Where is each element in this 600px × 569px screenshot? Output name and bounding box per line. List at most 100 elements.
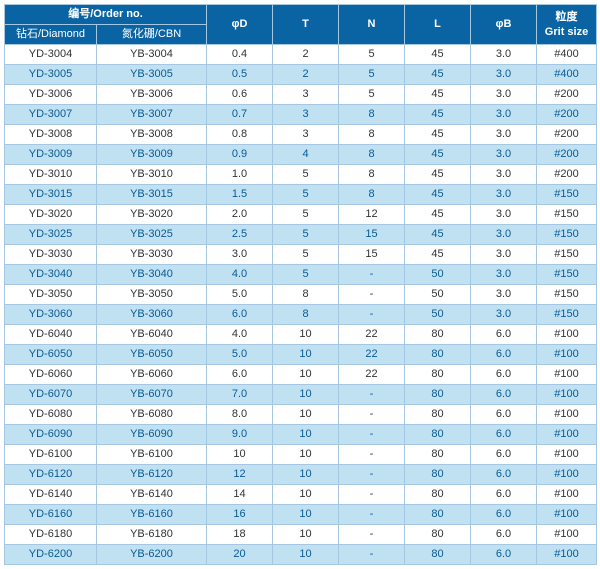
cell-l: 45 [405,145,471,165]
cell-n: - [339,445,405,465]
header-diamond: 钻石/Diamond [5,25,97,45]
cell-t: 10 [273,345,339,365]
table-row: YD-6050YB-60505.01022806.0#100 [5,345,597,365]
cell-cbn: YB-6200 [97,545,207,565]
cell-cbn: YB-3025 [97,225,207,245]
table-row: YD-3060YB-30606.08-503.0#150 [5,305,597,325]
cell-t: 10 [273,385,339,405]
cell-phi-b: 6.0 [471,425,537,445]
cell-phi-b: 3.0 [471,245,537,265]
cell-t: 8 [273,285,339,305]
cell-cbn: YB-6140 [97,485,207,505]
cell-phi-d: 0.4 [207,45,273,65]
header-l: L [405,5,471,45]
cell-grit: #150 [537,265,597,285]
cell-l: 80 [405,325,471,345]
cell-n: - [339,385,405,405]
cell-grit: #100 [537,365,597,385]
table-row: YD-6100YB-61001010-806.0#100 [5,445,597,465]
cell-phi-b: 3.0 [471,45,537,65]
cell-l: 45 [405,105,471,125]
cell-l: 80 [405,445,471,465]
cell-n: 22 [339,345,405,365]
cell-n: - [339,465,405,485]
cell-n: 8 [339,185,405,205]
table-row: YD-6070YB-60707.010-806.0#100 [5,385,597,405]
cell-n: 8 [339,105,405,125]
cell-diamond: YD-6040 [5,325,97,345]
cell-n: 5 [339,45,405,65]
cell-l: 80 [405,525,471,545]
cell-grit: #100 [537,325,597,345]
table-row: YD-3009YB-30090.948453.0#200 [5,145,597,165]
cell-cbn: YB-6090 [97,425,207,445]
cell-n: 5 [339,65,405,85]
cell-grit: #100 [537,405,597,425]
cell-diamond: YD-3005 [5,65,97,85]
cell-l: 50 [405,305,471,325]
cell-phi-d: 8.0 [207,405,273,425]
cell-diamond: YD-3030 [5,245,97,265]
cell-grit: #200 [537,105,597,125]
cell-phi-b: 6.0 [471,525,537,545]
cell-diamond: YD-3009 [5,145,97,165]
cell-n: - [339,425,405,445]
cell-t: 3 [273,125,339,145]
cell-phi-d: 6.0 [207,365,273,385]
cell-t: 2 [273,45,339,65]
cell-t: 3 [273,85,339,105]
table-row: YD-3006YB-30060.635453.0#200 [5,85,597,105]
cell-diamond: YD-3060 [5,305,97,325]
cell-phi-b: 3.0 [471,85,537,105]
cell-cbn: YB-3010 [97,165,207,185]
cell-phi-b: 6.0 [471,385,537,405]
cell-cbn: YB-6040 [97,325,207,345]
cell-grit: #150 [537,285,597,305]
cell-t: 3 [273,105,339,125]
table-row: YD-3005YB-30050.525453.0#400 [5,65,597,85]
cell-cbn: YB-3050 [97,285,207,305]
header-cbn: 氮化硼/CBN [97,25,207,45]
cell-n: 22 [339,325,405,345]
cell-l: 45 [405,165,471,185]
cell-l: 45 [405,65,471,85]
cell-phi-d: 10 [207,445,273,465]
cell-phi-b: 6.0 [471,365,537,385]
cell-t: 8 [273,305,339,325]
table-row: YD-3015YB-30151.558453.0#150 [5,185,597,205]
cell-diamond: YD-3025 [5,225,97,245]
cell-cbn: YB-3040 [97,265,207,285]
cell-t: 10 [273,425,339,445]
cell-phi-b: 3.0 [471,145,537,165]
cell-phi-d: 0.5 [207,65,273,85]
cell-phi-d: 9.0 [207,425,273,445]
cell-l: 80 [405,485,471,505]
cell-diamond: YD-6140 [5,485,97,505]
cell-grit: #100 [537,465,597,485]
cell-t: 10 [273,545,339,565]
cell-diamond: YD-3015 [5,185,97,205]
table-row: YD-3004YB-30040.425453.0#400 [5,45,597,65]
cell-n: - [339,545,405,565]
cell-phi-b: 6.0 [471,325,537,345]
cell-diamond: YD-3007 [5,105,97,125]
cell-diamond: YD-6060 [5,365,97,385]
cell-cbn: YB-3008 [97,125,207,145]
header-grit-cn: 粒度 [537,10,596,25]
cell-phi-d: 12 [207,465,273,485]
cell-phi-d: 0.9 [207,145,273,165]
cell-grit: #150 [537,225,597,245]
cell-phi-b: 6.0 [471,445,537,465]
table-row: YD-3010YB-30101.058453.0#200 [5,165,597,185]
cell-cbn: YB-6120 [97,465,207,485]
cell-n: 22 [339,365,405,385]
cell-phi-d: 5.0 [207,345,273,365]
cell-phi-d: 5.0 [207,285,273,305]
cell-n: - [339,485,405,505]
cell-n: 15 [339,225,405,245]
cell-diamond: YD-6180 [5,525,97,545]
cell-cbn: YB-3009 [97,145,207,165]
cell-phi-d: 1.0 [207,165,273,185]
cell-phi-b: 3.0 [471,185,537,205]
table-row: YD-6180YB-61801810-806.0#100 [5,525,597,545]
